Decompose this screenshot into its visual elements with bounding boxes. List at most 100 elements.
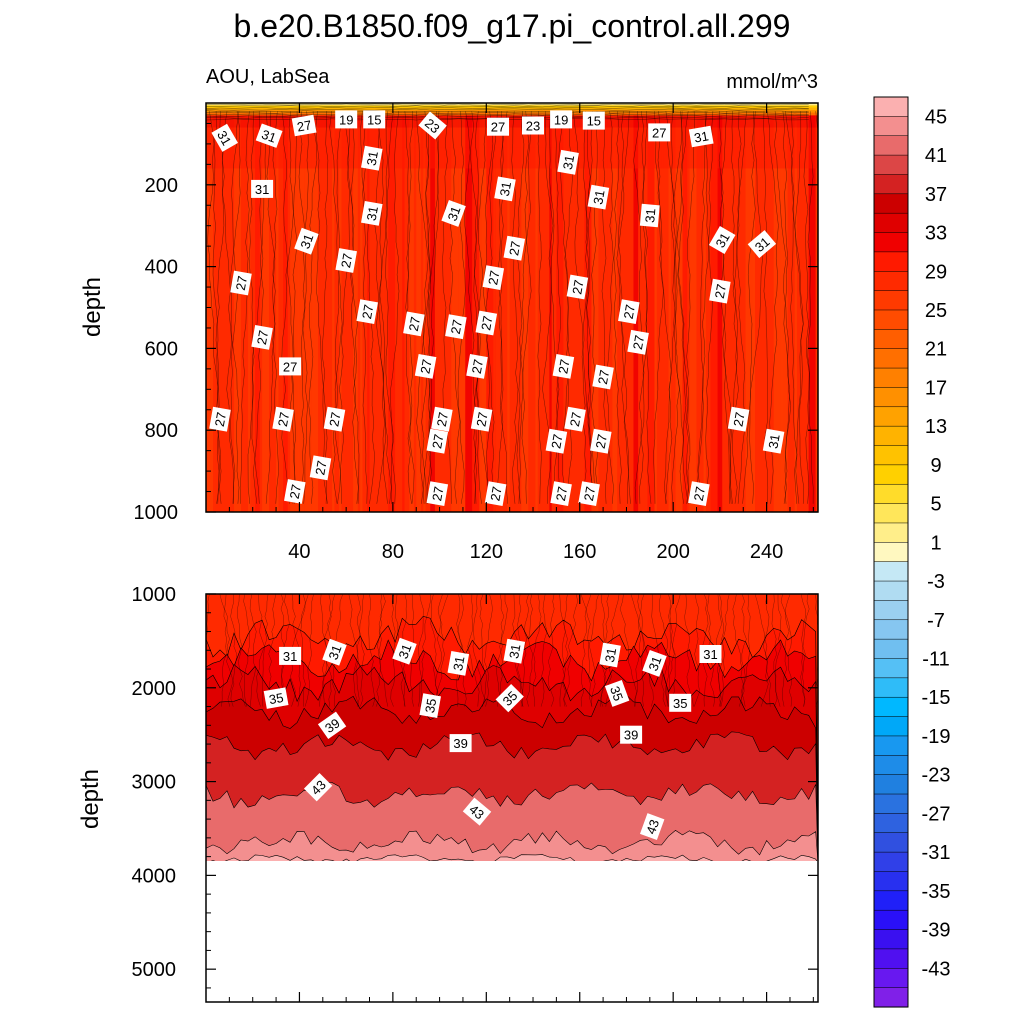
upper-contour-label-box <box>639 203 660 228</box>
upper-contour-label-text: 27 <box>473 411 490 428</box>
lower-contour-label: 35 <box>604 679 630 707</box>
lower-contour-label: 31 <box>322 638 347 666</box>
upper-fill-stripe <box>808 103 818 512</box>
upper-xtick-label: 200 <box>656 541 689 563</box>
upper-fill-stripe <box>311 103 319 512</box>
lower-ytick-label: 1000 <box>132 584 177 606</box>
upper-contour-line <box>763 111 769 504</box>
lower-contour-line <box>219 594 227 707</box>
colorbar-swatch-icon <box>873 909 909 931</box>
lower-contour-line <box>781 594 791 707</box>
colorbar-swatch-icon <box>873 309 909 330</box>
colorbar-swatch-icon <box>873 755 909 776</box>
upper-contour-label-text: 31 <box>445 204 464 223</box>
upper-fill-stripe <box>528 103 531 512</box>
upper-contour-line <box>704 111 714 504</box>
upper-contour-label: 31 <box>251 179 274 198</box>
lower-contour-line <box>563 594 579 707</box>
upper-contour-label-text: 31 <box>214 128 234 148</box>
upper-fill-stripe <box>605 103 608 512</box>
upper-contour-label: 27 <box>592 364 614 390</box>
colorbar-swatch-icon <box>873 154 909 175</box>
upper-contour-label: 27 <box>272 406 294 432</box>
upper-fill-stripe <box>269 103 277 512</box>
upper-contour-label-box <box>211 123 238 152</box>
lower-contour-line <box>548 594 555 707</box>
upper-contour-line <box>239 111 250 504</box>
colorbar-swatch-icon <box>873 793 909 814</box>
lower-contour-line <box>666 594 674 707</box>
lower-contour-line <box>378 594 389 707</box>
lower-contour-label-box <box>419 693 441 718</box>
upper-contour-label: 27 <box>230 270 252 296</box>
upper-contour-line <box>473 111 482 504</box>
upper-contour-label-box <box>272 406 294 432</box>
colorbar-tick-label: 29 <box>925 261 947 283</box>
colorbar-swatch-icon <box>873 387 909 408</box>
upper-contour-label-box <box>356 299 378 324</box>
lower-contour-label-box <box>503 638 526 664</box>
colorbar-swatch-icon <box>873 503 909 524</box>
upper-contour-label-text: 27 <box>555 358 572 375</box>
upper-contour-label-box <box>361 201 383 226</box>
upper-contour-label: 27 <box>552 354 575 379</box>
lower-contour-label-box <box>303 773 333 802</box>
upper-fill-stripe <box>640 103 650 512</box>
upper-contour-label-box <box>550 481 572 506</box>
colorbar-swatch-icon <box>873 406 909 427</box>
upper-contour-label-text: 27 <box>254 329 271 346</box>
upper-contour-label-box <box>441 199 466 227</box>
upper-fill-stripe <box>262 103 270 512</box>
upper-contour-label-box <box>251 325 273 350</box>
upper-fill-stripe <box>542 103 545 512</box>
upper-fill-stripe <box>507 103 510 512</box>
upper-contour-label: 27 <box>648 123 671 142</box>
upper-fill-stripe <box>689 103 697 512</box>
upper-contour-label-text: 27 <box>233 275 250 292</box>
lower-contour-label: 43 <box>462 797 492 826</box>
upper-contour-line <box>537 111 542 504</box>
lower-contour-label-box <box>317 711 347 739</box>
lower-fill-layer-region <box>206 830 818 861</box>
upper-contour-label: 27 <box>688 481 710 506</box>
upper-contour-label-text: 23 <box>526 119 540 134</box>
upper-contour-label-box <box>284 479 306 504</box>
upper-contour-line <box>215 111 228 504</box>
upper-contour-label-text: 27 <box>283 359 297 374</box>
subtitle-left: AOU, LabSea <box>206 66 330 88</box>
colorbar-swatch-icon <box>873 483 909 505</box>
upper-contour-line <box>815 111 818 134</box>
upper-xtick-label: 40 <box>288 541 310 563</box>
lower-contour-line <box>224 594 235 707</box>
upper-contour-label-box <box>552 354 575 379</box>
upper-contour-line <box>585 111 594 504</box>
upper-contour-line <box>390 111 400 504</box>
upper-contour-label-text: 27 <box>485 269 502 286</box>
lower-ytick-label: 5000 <box>132 959 177 981</box>
upper-contour-label-box <box>209 406 231 432</box>
upper-fill-stripe <box>416 103 421 512</box>
upper-contour-label-box <box>708 225 736 255</box>
lower-contour-line <box>800 594 806 707</box>
lower-contour-label-text: 31 <box>395 642 414 661</box>
upper-fill-stripe <box>458 103 466 512</box>
upper-fill-stripe <box>535 103 538 512</box>
upper-contour-label-text: 27 <box>567 411 584 428</box>
upper-contour-label-text: 31 <box>364 205 381 222</box>
upper-contour-line <box>475 111 490 504</box>
upper-ytick-label: 800 <box>145 420 178 442</box>
upper-contour-label: 31 <box>557 149 579 175</box>
lower-contour-line <box>740 594 751 707</box>
colorbar-swatch-icon <box>873 851 909 873</box>
upper-fill-stripe <box>325 103 330 512</box>
lower-contour-line <box>802 594 810 707</box>
upper-fill-stripe <box>486 103 496 512</box>
upper-xtick-label: 240 <box>750 541 783 563</box>
upper-fill-stripe <box>556 103 564 512</box>
upper-contour-line <box>298 111 306 504</box>
upper-contour-label: 19 <box>335 110 358 129</box>
colorbar-swatch-icon <box>873 871 909 892</box>
upper-fill-stripe <box>668 103 671 512</box>
colorbar-swatch-icon <box>873 929 909 950</box>
upper-contour-line <box>697 111 706 504</box>
